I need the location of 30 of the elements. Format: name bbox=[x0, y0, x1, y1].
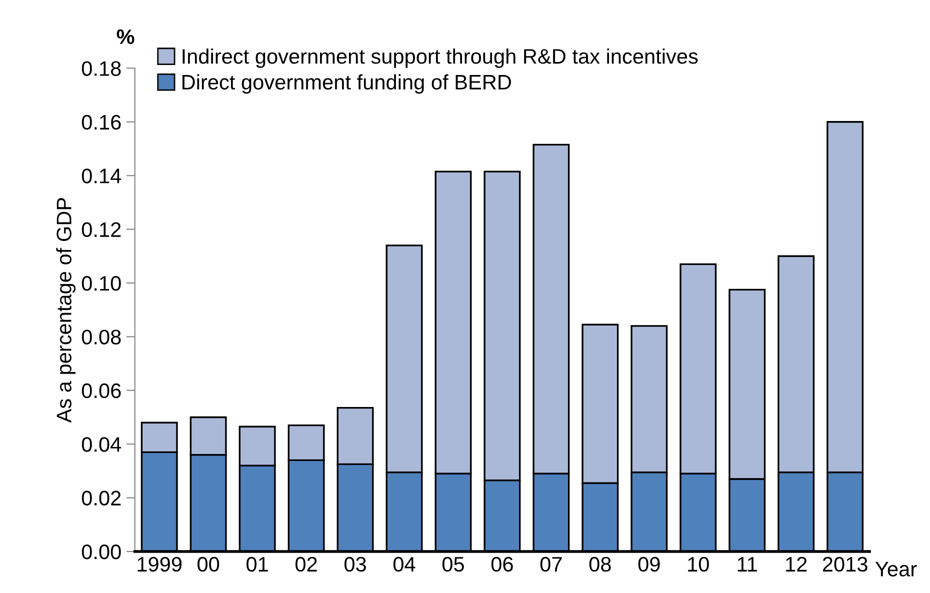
x-tick-label: 07 bbox=[540, 556, 562, 572]
y-tick-label: 0.12 bbox=[82, 222, 121, 238]
x-axis-title: Year bbox=[875, 562, 917, 576]
y-tick-label: 0.04 bbox=[82, 437, 122, 452]
y-tick-label: 0.02 bbox=[82, 490, 121, 506]
x-tick-label: 1999 bbox=[138, 556, 182, 572]
x-tick-label: 2013 bbox=[822, 556, 868, 572]
y-tick-label: 0.18 bbox=[82, 61, 121, 76]
x-tick-label: 02 bbox=[296, 556, 317, 572]
x-tick-label: 06 bbox=[491, 556, 513, 572]
y-tick-label: 0.08 bbox=[82, 330, 121, 344]
x-tick-label: 10 bbox=[688, 556, 709, 572]
x-tick-label: 09 bbox=[638, 556, 660, 572]
legend-label: Direct government funding of BERD bbox=[182, 74, 511, 94]
x-tick-label: 00 bbox=[198, 556, 220, 572]
x-tick-label: 05 bbox=[442, 556, 464, 572]
x-tick-label: 08 bbox=[589, 556, 611, 572]
y-tick-label: 0.06 bbox=[82, 383, 121, 398]
y-tick-label: 0.16 bbox=[82, 114, 121, 130]
legend-label: Indirect government support through R&D tax incentives bbox=[182, 48, 698, 68]
x-tick-label: 12 bbox=[786, 556, 807, 572]
x-tick-label: 04 bbox=[393, 556, 416, 572]
x-tick-label: 03 bbox=[344, 556, 366, 572]
text: % bbox=[116, 29, 134, 44]
y-tick-label: 0.10 bbox=[82, 276, 121, 291]
y-tick-label: 0.14 bbox=[82, 168, 122, 184]
x-tick-label: 11 bbox=[738, 557, 757, 572]
y-axis-title: As a percentage of GDP bbox=[56, 198, 76, 423]
y-tick-label: 0.00 bbox=[82, 544, 121, 560]
x-tick-label: 01 bbox=[246, 556, 268, 572]
